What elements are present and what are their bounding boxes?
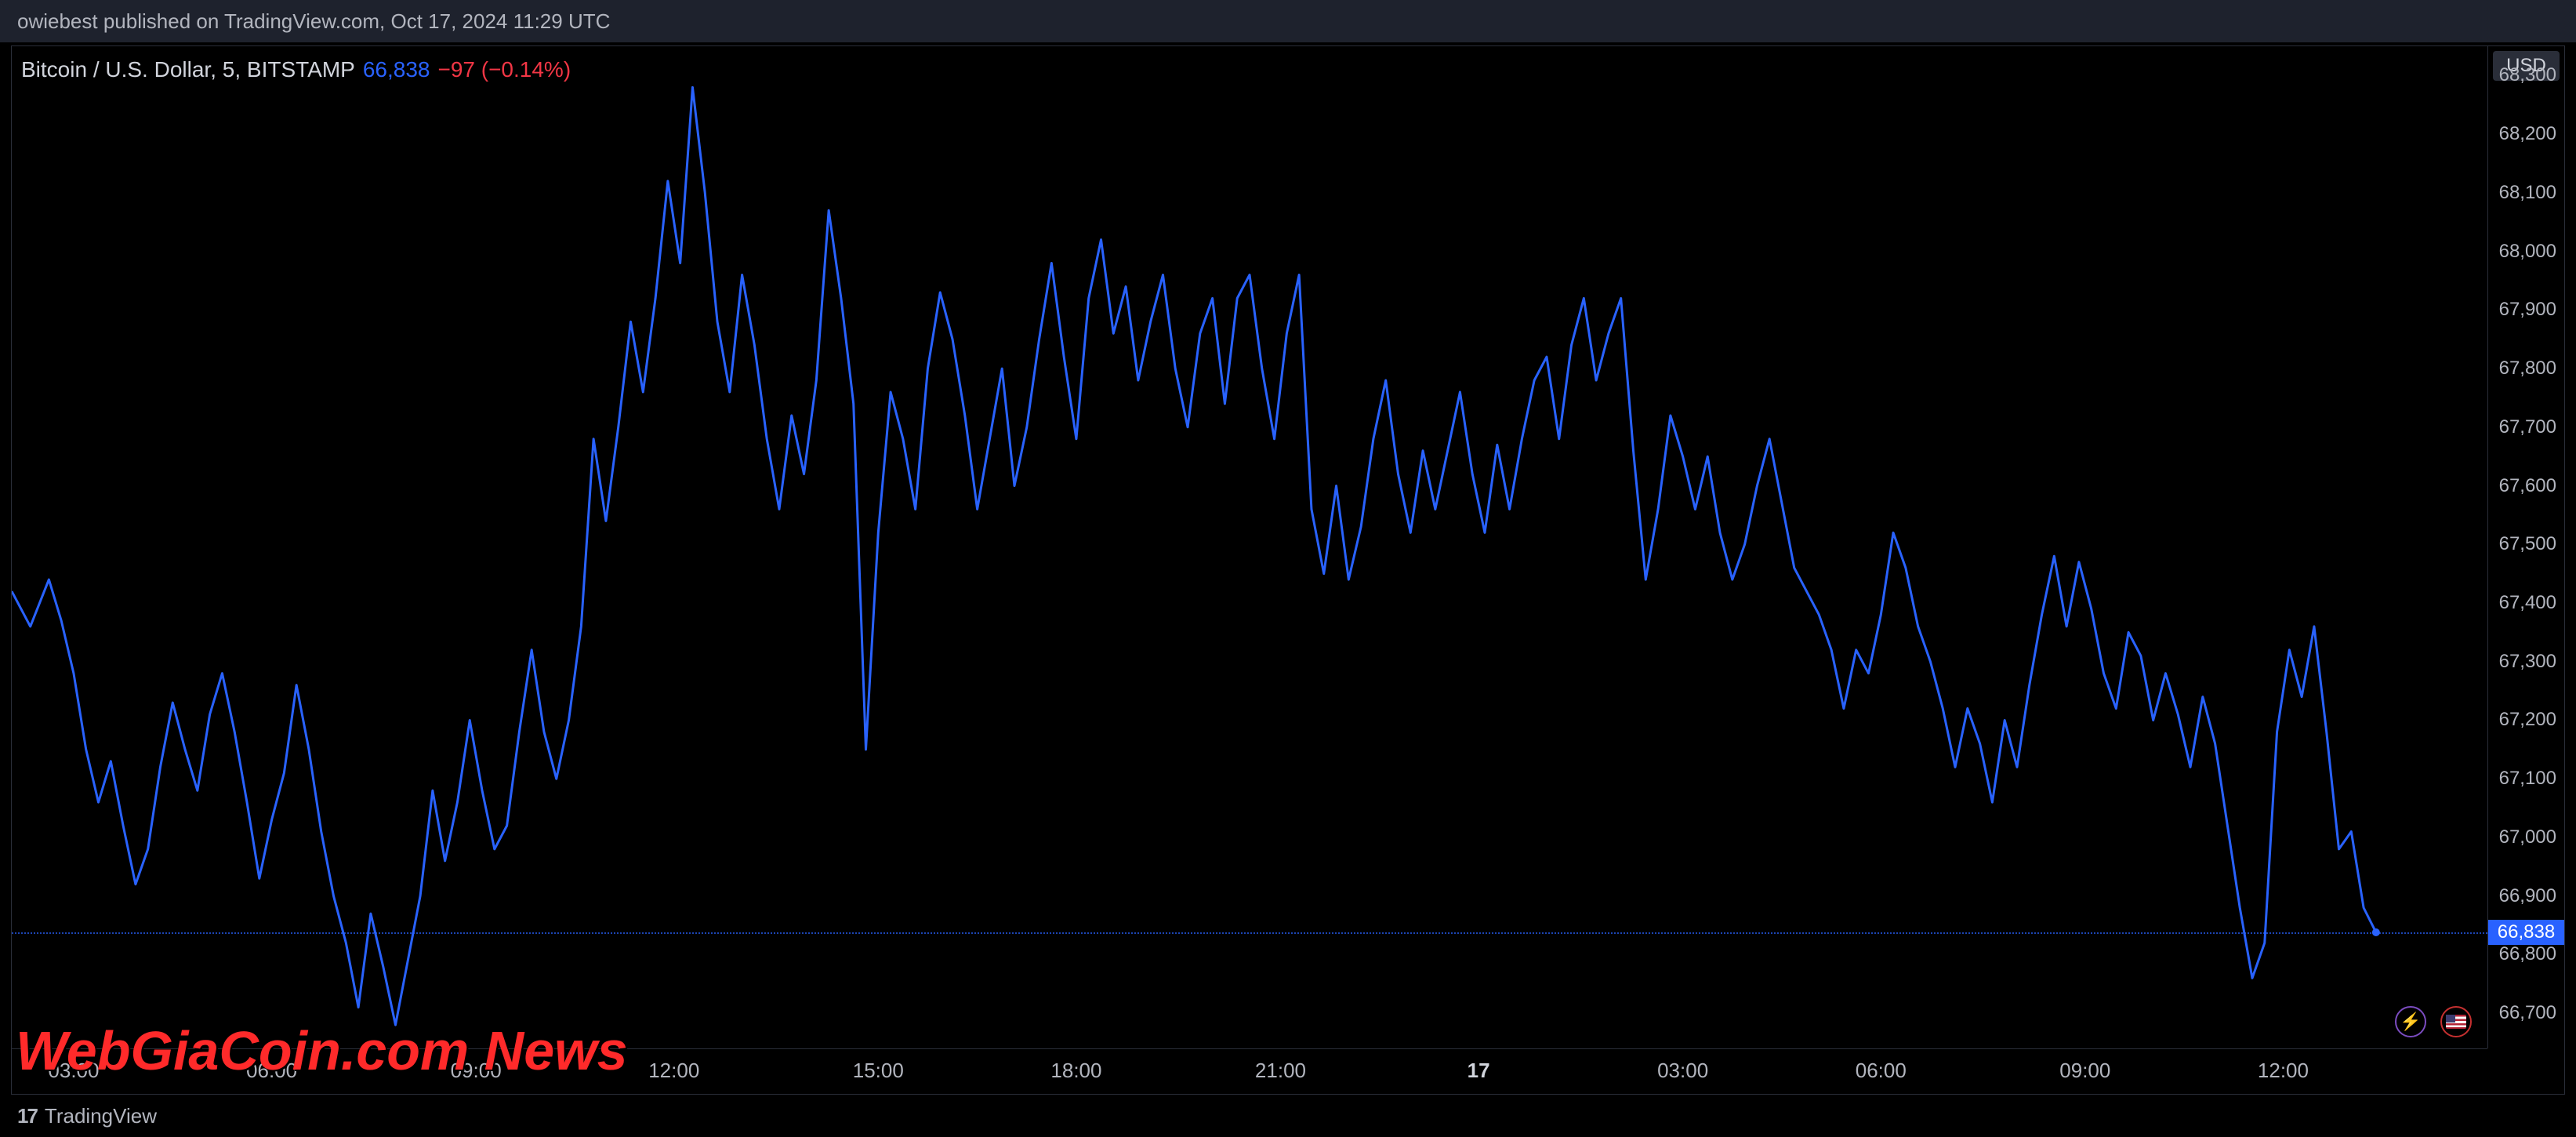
chart-frame: owiebest published on TradingView.com, O… (0, 0, 2576, 1137)
x-tick: 09:00 (2059, 1059, 2110, 1083)
y-tick: 66,900 (2499, 885, 2556, 907)
y-tick: 68,100 (2499, 182, 2556, 204)
y-tick: 68,200 (2499, 123, 2556, 145)
time-axis[interactable]: 03:00 06:00 09:00 12:00 15:00 18:00 21:00 17 03:… (12, 1048, 2487, 1094)
y-tick: 67,800 (2499, 358, 2556, 380)
publish-bar: owiebest published on TradingView.com, O… (0, 0, 2576, 42)
x-tick: 09:00 (451, 1059, 502, 1083)
y-tick: 67,400 (2499, 592, 2556, 614)
y-tick: 67,500 (2499, 533, 2556, 555)
y-tick: 68,000 (2499, 241, 2556, 263)
publish-text: owiebest published on TradingView.com, O… (17, 9, 610, 34)
y-tick: 67,200 (2499, 709, 2556, 731)
y-tick: 67,700 (2499, 416, 2556, 438)
x-tick: 17 (1468, 1059, 1490, 1083)
price-axis[interactable]: USD 66,70066,80066,83866,90067,00067,100… (2487, 46, 2564, 1048)
y-tick: 66,800 (2499, 943, 2556, 965)
x-tick: 03:00 (48, 1059, 99, 1083)
x-tick: 21:00 (1255, 1059, 1306, 1083)
last-price-line (12, 932, 2487, 934)
y-tick: 66,700 (2499, 1002, 2556, 1024)
footer: 17 TradingView (0, 1095, 2576, 1137)
x-tick: 03:00 (1657, 1059, 1708, 1083)
x-tick: 06:00 (246, 1059, 297, 1083)
y-tick: 67,600 (2499, 475, 2556, 497)
plot-area[interactable]: ⚡ (12, 46, 2487, 1048)
corner-icons: ⚡ (2395, 1006, 2472, 1037)
tradingview-logo-icon: 17 (17, 1104, 37, 1128)
y-tick: 67,000 (2499, 826, 2556, 848)
last-price-label: 66,838 (2488, 920, 2564, 945)
x-tick: 15:00 (853, 1059, 904, 1083)
x-tick: 06:00 (1856, 1059, 1907, 1083)
y-tick: 67,900 (2499, 299, 2556, 321)
lightning-icon[interactable]: ⚡ (2395, 1006, 2426, 1037)
y-tick: 67,100 (2499, 768, 2556, 790)
y-tick: 67,300 (2499, 651, 2556, 673)
x-tick: 18:00 (1050, 1059, 1101, 1083)
chart-container[interactable]: Bitcoin / U.S. Dollar, 5, BITSTAMP 66,83… (11, 45, 2565, 1095)
price-line-svg (12, 46, 2487, 1048)
y-tick: 68,300 (2499, 64, 2556, 86)
x-tick: 12:00 (2258, 1059, 2309, 1083)
x-tick: 12:00 (648, 1059, 699, 1083)
us-flag-icon[interactable] (2440, 1006, 2472, 1037)
footer-brand: TradingView (45, 1104, 157, 1128)
